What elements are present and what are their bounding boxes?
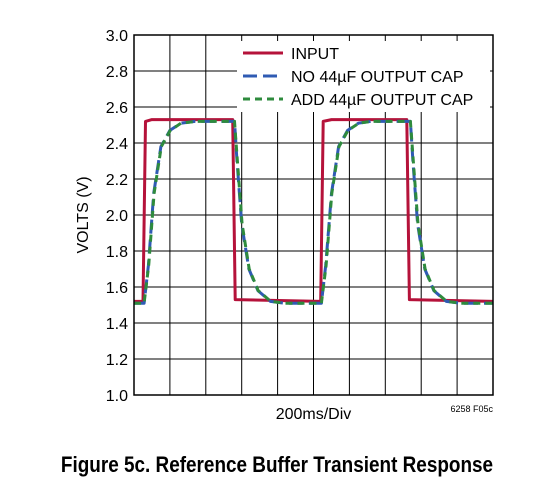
- legend-label: ADD 44µF OUTPUT CAP: [291, 92, 473, 109]
- y-tick-label: 3.0: [106, 28, 128, 45]
- y-tick-label: 1.2: [106, 352, 128, 369]
- y-tick-label: 1.8: [106, 244, 128, 261]
- series-line-1: [134, 118, 494, 303]
- series-layer: [134, 118, 494, 305]
- x-axis-label: 200ms/Div: [276, 406, 352, 423]
- legend-label: INPUT: [291, 46, 339, 63]
- y-tick-label: 2.2: [106, 172, 128, 189]
- y-tick-label: 1.4: [106, 316, 128, 333]
- y-tick-label: 2.0: [106, 208, 128, 225]
- chart: 1.0 1.2 1.4 1.6 1.8 2.0 2.2 2.4 2.6 2.8 3.0 VOLTS …: [75, 28, 494, 423]
- y-tick-label: 2.4: [106, 136, 128, 153]
- legend: INPUT NO 44µF OUTPUT CAP ADD 44µF OUTPUT C…: [237, 41, 490, 112]
- series-line-3: [134, 119, 493, 305]
- legend-label: NO 44µF OUTPUT CAP: [291, 69, 464, 86]
- plot-frame: [133, 34, 494, 396]
- y-tick-label: 2.8: [106, 64, 128, 81]
- figure-caption: Figure 5c. Reference Buffer Transient Re…: [60, 452, 494, 477]
- y-tick-label: 1.0: [106, 388, 128, 405]
- figure-code-annotation: 6258 F05c: [450, 404, 493, 414]
- y-axis-label: VOLTS (V): [75, 176, 92, 253]
- y-tick-label: 1.6: [106, 280, 128, 297]
- y-tick-labels: 1.0 1.2 1.4 1.6 1.8 2.0 2.2 2.4 2.6 2.8 3.0: [106, 28, 128, 405]
- plot-border: [133, 34, 494, 396]
- y-tick-label: 2.6: [106, 100, 128, 117]
